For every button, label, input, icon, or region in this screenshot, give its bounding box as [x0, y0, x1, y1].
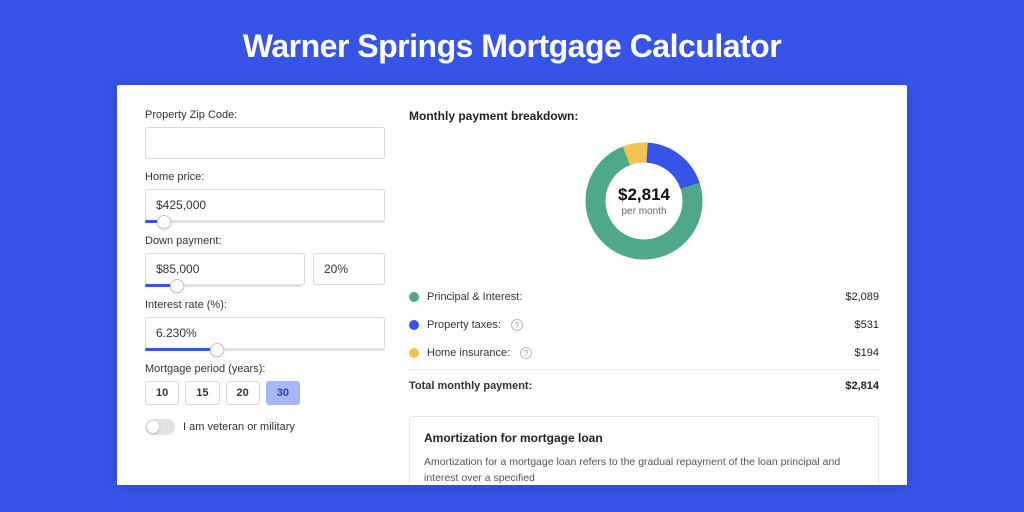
breakdown-item-value: $194	[855, 347, 879, 359]
interest-rate-field-group: Interest rate (%):	[145, 299, 385, 351]
zip-label: Property Zip Code:	[145, 109, 385, 121]
veteran-toggle[interactable]	[145, 419, 175, 435]
legend-dot	[409, 320, 419, 330]
mortgage-period-option-15[interactable]: 15	[185, 381, 219, 405]
home-price-slider[interactable]	[145, 220, 385, 223]
amortization-card: Amortization for mortgage loan Amortizat…	[409, 416, 879, 485]
down-payment-slider-thumb[interactable]	[170, 279, 184, 293]
down-payment-percent-input[interactable]	[313, 253, 385, 285]
zip-field-group: Property Zip Code:	[145, 109, 385, 159]
donut-chart: $2,814 per month	[580, 137, 708, 265]
legend-dot	[409, 292, 419, 302]
mortgage-period-option-10[interactable]: 10	[145, 381, 179, 405]
page-title: Warner Springs Mortgage Calculator	[0, 0, 1024, 85]
breakdown-item-label: Property taxes:	[427, 319, 501, 331]
interest-rate-label: Interest rate (%):	[145, 299, 385, 311]
home-price-slider-thumb[interactable]	[157, 215, 171, 229]
mortgage-period-option-20[interactable]: 20	[226, 381, 260, 405]
mortgage-period-label: Mortgage period (years):	[145, 363, 385, 375]
mortgage-period-options: 1015 2030	[145, 381, 385, 405]
breakdown-row: Principal & Interest: $2,089	[409, 283, 879, 311]
donut-amount: $2,814	[618, 185, 670, 205]
home-price-input[interactable]	[145, 189, 385, 221]
amortization-title: Amortization for mortgage loan	[424, 431, 864, 445]
veteran-toggle-knob	[147, 421, 159, 433]
breakdown-item-value: $531	[855, 319, 879, 331]
down-payment-slider[interactable]	[145, 284, 303, 287]
breakdown-panel: Monthly payment breakdown: $2,814 per mo…	[409, 109, 879, 485]
home-price-label: Home price:	[145, 171, 385, 183]
info-icon[interactable]: ?	[520, 347, 532, 359]
breakdown-row: Property taxes:? $531	[409, 311, 879, 339]
mortgage-period-option-30[interactable]: 30	[266, 381, 300, 405]
info-icon[interactable]: ?	[511, 319, 523, 331]
breakdown-item-label: Principal & Interest:	[427, 291, 522, 303]
donut-sub: per month	[621, 206, 666, 217]
down-payment-amount-input[interactable]	[145, 253, 305, 285]
interest-rate-input[interactable]	[145, 317, 385, 349]
input-panel: Property Zip Code: Home price: Down paym…	[145, 109, 385, 485]
breakdown-list: Principal & Interest: $2,089 Property taxe…	[409, 283, 879, 367]
breakdown-title: Monthly payment breakdown:	[409, 109, 879, 123]
home-price-field-group: Home price:	[145, 171, 385, 223]
veteran-toggle-label: I am veteran or military	[183, 421, 295, 433]
down-payment-field-group: Down payment:	[145, 235, 385, 287]
donut-chart-wrap: $2,814 per month	[409, 137, 879, 265]
down-payment-label: Down payment:	[145, 235, 385, 247]
breakdown-total-value: $2,814	[845, 380, 879, 392]
veteran-toggle-row: I am veteran or military	[145, 419, 385, 435]
amortization-text: Amortization for a mortgage loan refers …	[424, 455, 864, 485]
interest-rate-slider-thumb[interactable]	[210, 343, 224, 357]
mortgage-period-field-group: Mortgage period (years): 1015 2030	[145, 363, 385, 405]
breakdown-total-row: Total monthly payment: $2,814	[409, 369, 879, 400]
donut-center: $2,814 per month	[580, 137, 708, 265]
legend-dot	[409, 348, 419, 358]
zip-input[interactable]	[145, 127, 385, 159]
breakdown-item-label: Home insurance:	[427, 347, 510, 359]
breakdown-item-value: $2,089	[845, 291, 879, 303]
breakdown-row: Home insurance:? $194	[409, 339, 879, 367]
breakdown-total-label: Total monthly payment:	[409, 380, 532, 392]
calculator-card: Property Zip Code: Home price: Down paym…	[117, 85, 907, 485]
interest-rate-slider[interactable]	[145, 348, 385, 351]
